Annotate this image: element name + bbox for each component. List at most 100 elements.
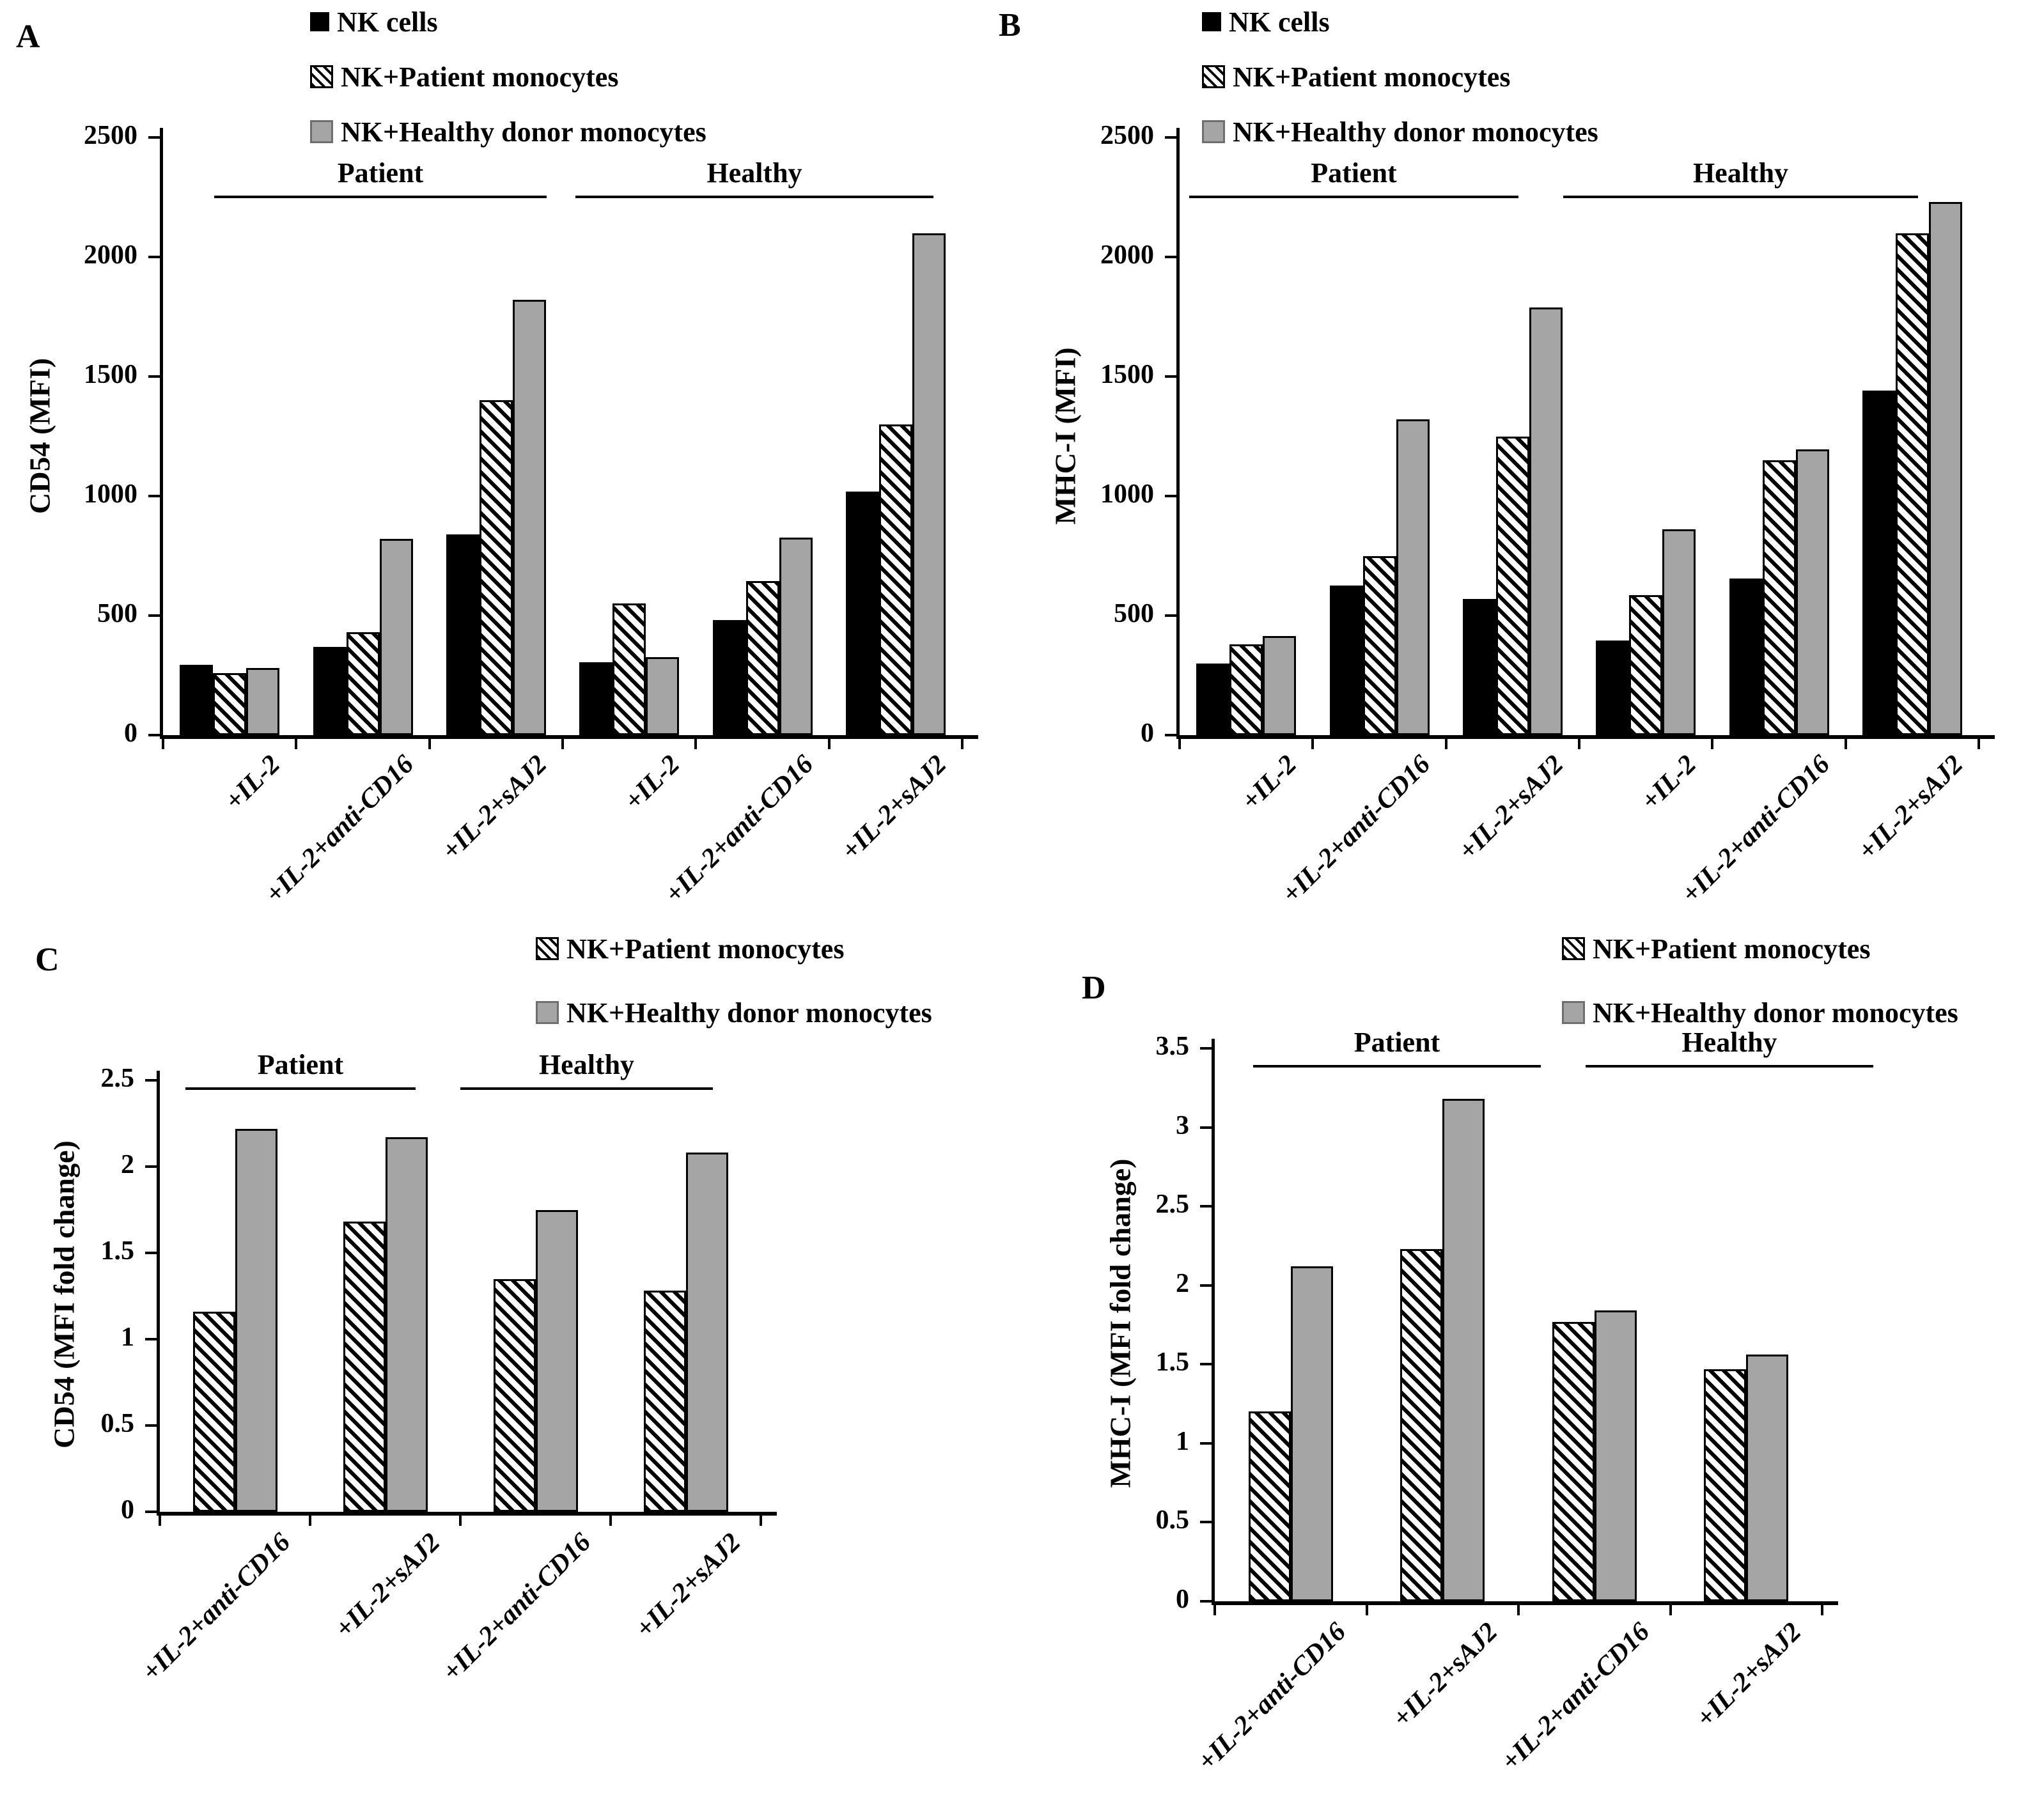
y-axis-tick-label: 0: [124, 718, 137, 748]
y-axis-tick-label: 0.5: [1155, 1505, 1190, 1535]
y-axis-tick-label: 2500: [84, 121, 137, 150]
y-axis-tick-label: 2: [121, 1150, 134, 1179]
y-axis-tick: [145, 1165, 157, 1168]
y-axis-tick-label: 2000: [84, 240, 137, 270]
x-axis-tick: [459, 1516, 462, 1526]
y-axis-tick: [1200, 1441, 1212, 1445]
panel-b-plot-area: 0 500 1000 1500 2000 2500 Patient Healthy +IL-2 +…: [1100, 121, 1995, 909]
legend-label: NK cells: [337, 6, 438, 38]
x-axis-tick: [609, 1516, 612, 1526]
x-axis-tick: [694, 739, 698, 749]
x-axis-tick: [1844, 739, 1847, 749]
y-axis-tick-label: 1: [1176, 1426, 1189, 1456]
bar: [643, 1291, 686, 1512]
x-axis-tick: [1213, 1605, 1216, 1615]
y-axis-tick-label: 0: [1176, 1585, 1189, 1614]
bar: [346, 632, 380, 735]
legend-item: NK+Patient monocytes: [310, 58, 706, 95]
legend-item: NK+Healthy donor monocytes: [310, 113, 706, 150]
legend-label: NK+Healthy donor monocytes: [1593, 997, 1958, 1029]
x-category-label: +IL-2+sAJ2: [630, 1527, 747, 1644]
y-axis-tick: [1200, 1521, 1212, 1524]
legend-item: NK+Healthy donor monocytes: [1562, 994, 1958, 1031]
y-axis-tick: [145, 1338, 157, 1340]
bar: [493, 1278, 536, 1512]
y-axis-tick-label: 1.5: [100, 1236, 135, 1266]
bar: [579, 662, 613, 735]
bar: [1396, 419, 1430, 735]
bar: [612, 603, 646, 735]
legend-label: NK+Patient monocytes: [1233, 61, 1511, 93]
bar: [213, 672, 247, 735]
y-axis-tick: [1165, 495, 1176, 497]
bar: [180, 664, 214, 735]
hatched-square-swatch-icon: [536, 937, 559, 960]
bar: [1594, 1310, 1637, 1601]
bar: [1895, 233, 1929, 735]
bar: [446, 534, 480, 735]
group-header-healthy: Healthy: [1586, 1026, 1873, 1068]
x-category-label: +IL-2+anti-CD16: [1192, 1617, 1352, 1777]
y-axis-tick-label: 500: [97, 599, 137, 628]
x-axis-line: [160, 735, 978, 739]
bar: [1495, 436, 1529, 735]
x-axis-tick: [1821, 1605, 1823, 1615]
legend-item: NK+Patient monocytes: [1202, 58, 1598, 95]
panel-d: NK+Patient monocytes NK+Healthy donor mo…: [1022, 895, 2044, 1802]
x-axis-tick: [1311, 739, 1315, 749]
y-axis-tick-label: 1000: [84, 479, 137, 509]
bar: [1462, 598, 1496, 735]
panel-c-legend: NK+Patient monocytes NK+Healthy donor mo…: [536, 930, 932, 1058]
group-header-healthy: Healthy: [1563, 157, 1918, 198]
y-axis-tick-label: 2.5: [100, 1064, 135, 1093]
y-axis-tick-label: 0: [121, 1495, 134, 1525]
panel-d-plot-area: 0 0.5 1 1.5 2 2.5 3 3.5 Patient Healthy +IL-2+anti…: [1156, 1027, 1873, 1776]
panel-a-legend: NK cells NK+Patient monocytes NK+Healthy…: [310, 3, 706, 168]
panel-d-legend: NK+Patient monocytes NK+Healthy donor mo…: [1562, 930, 1958, 1058]
x-axis-tick: [1669, 1605, 1672, 1615]
panel-c-plot-area: 0 0.5 1 1.5 2 2.5 Patient Healthy +IL-2+anti-CD1…: [101, 1049, 777, 1687]
x-axis-line: [157, 1512, 777, 1516]
y-axis-line: [1176, 128, 1180, 739]
bar: [845, 491, 879, 735]
x-axis-tick: [162, 739, 164, 749]
legend-label: NK cells: [1229, 6, 1330, 38]
bar: [1746, 1355, 1789, 1601]
group-header-patient: Patient: [1189, 157, 1518, 198]
legend-label: NK+Healthy donor monocytes: [566, 997, 932, 1029]
bar: [535, 1209, 578, 1512]
y-axis-tick: [148, 375, 160, 378]
y-axis-tick-label: 1: [121, 1323, 134, 1352]
legend-item: NK+Healthy donor monocytes: [1202, 113, 1598, 150]
x-axis-tick: [159, 1516, 161, 1526]
y-axis-tick: [148, 136, 160, 139]
x-axis-tick: [1444, 739, 1447, 749]
panel-a-plot-area: 0 500 1000 1500 2000 2500 Patient Healthy +IL-2 +…: [84, 121, 978, 909]
y-axis-tick: [1200, 1126, 1212, 1129]
y-axis-tick: [145, 1252, 157, 1254]
x-category-label: +IL-2: [1635, 749, 1703, 816]
bar: [912, 233, 946, 735]
bar: [1596, 641, 1630, 735]
y-axis-tick: [1200, 1205, 1212, 1208]
y-axis-tick: [1165, 734, 1176, 736]
panel-a: NK cells NK+Patient monocytes NK+Healthy…: [0, 0, 1022, 909]
bar: [1862, 391, 1896, 735]
bar: [685, 1153, 728, 1512]
y-axis-tick: [148, 734, 160, 736]
bar: [1362, 555, 1396, 735]
bar: [1729, 579, 1763, 735]
y-axis-tick: [1165, 256, 1176, 258]
x-category-label: +IL-2: [219, 749, 286, 816]
bar: [1704, 1369, 1747, 1601]
x-axis-tick: [561, 739, 564, 749]
legend-label: NK+Patient monocytes: [1593, 933, 1871, 965]
panel-d-letter: D: [1082, 970, 1106, 1006]
y-axis-tick-label: 0: [1141, 718, 1154, 748]
x-axis-tick: [827, 739, 831, 749]
bar: [192, 1311, 235, 1512]
x-axis-tick: [309, 1516, 311, 1526]
x-axis-line: [1212, 1601, 1838, 1605]
y-axis-tick: [1200, 1047, 1212, 1050]
gray-square-swatch-icon: [536, 1001, 559, 1024]
